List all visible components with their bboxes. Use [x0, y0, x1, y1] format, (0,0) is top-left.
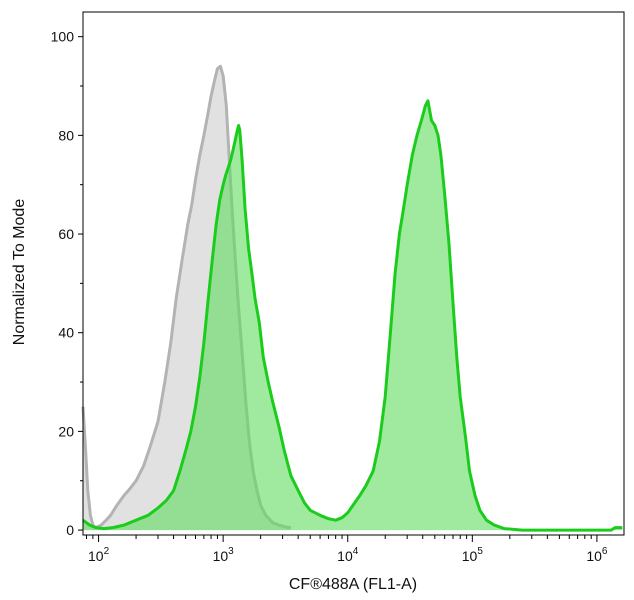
y-tick-label: 100 [51, 29, 75, 45]
x-tick-label: 104 [337, 546, 359, 564]
axes: 0 20 40 60 80 100 102 103 104 105 106 [51, 29, 608, 564]
x-axis-label: CF®488A (FL1-A) [289, 576, 417, 593]
plot-area [81, 64, 623, 532]
x-tick-label: 102 [88, 546, 110, 564]
x-tick-label: 106 [586, 546, 608, 564]
y-tick-label: 80 [58, 127, 74, 143]
y-tick-label: 20 [58, 423, 74, 439]
y-tick-label: 0 [66, 522, 74, 538]
x-tick-label: 103 [213, 546, 235, 564]
y-tick-label: 60 [58, 226, 74, 242]
y-axis-label: Normalized To Mode [11, 199, 28, 346]
series-2-line [82, 99, 623, 532]
x-tick-label: 105 [462, 546, 484, 564]
y-tick-label: 40 [58, 325, 74, 341]
plot-frame [82, 11, 625, 536]
series-2-area [83, 100, 623, 531]
